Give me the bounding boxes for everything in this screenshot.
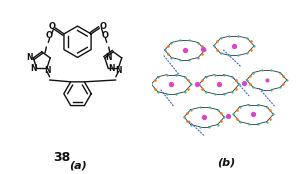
Text: O: O xyxy=(100,22,107,31)
Text: N: N xyxy=(108,64,115,73)
Text: N: N xyxy=(116,66,122,75)
Text: O: O xyxy=(46,31,53,40)
Text: (b): (b) xyxy=(217,157,236,167)
Text: (a): (a) xyxy=(69,160,86,171)
Text: O: O xyxy=(102,31,109,40)
Text: 38: 38 xyxy=(53,151,71,164)
Text: N: N xyxy=(105,53,112,62)
Text: O: O xyxy=(48,22,55,31)
Text: N: N xyxy=(30,64,36,73)
Text: N: N xyxy=(44,66,50,75)
Text: N: N xyxy=(26,53,33,62)
